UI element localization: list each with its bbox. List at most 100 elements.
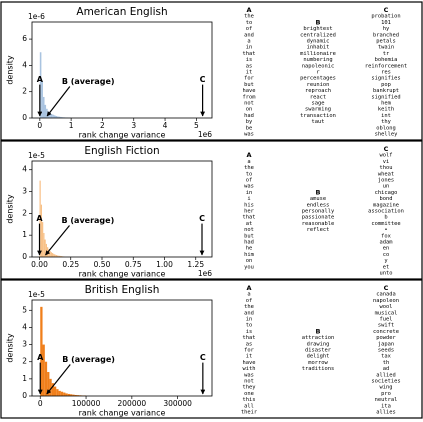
word: that	[243, 51, 256, 57]
word: this	[243, 397, 256, 403]
word: res	[381, 70, 391, 76]
word: transaction	[300, 113, 336, 119]
annotation-label: A	[37, 75, 44, 84]
histogram-bar	[39, 180, 41, 257]
plot-frame	[31, 21, 213, 119]
word: shelley	[375, 132, 398, 138]
word: for	[244, 348, 254, 354]
word: in	[246, 45, 253, 51]
annotation-label: B (average)	[62, 77, 115, 86]
word: concrete	[373, 329, 399, 335]
plot-frame	[31, 160, 213, 258]
histogram-bar	[50, 252, 52, 257]
word: was	[244, 184, 254, 190]
x-tick-label: 1	[69, 121, 74, 130]
histogram-bar	[42, 344, 45, 396]
word: allied	[376, 372, 395, 378]
y-offset-label: 1e-5	[28, 290, 45, 299]
panel-border	[0, 140, 423, 280]
word: reflect	[307, 227, 330, 233]
word: but	[244, 233, 254, 239]
word: y	[384, 258, 388, 264]
x-tick-label: 0.25	[62, 260, 79, 269]
histogram-bar	[60, 391, 64, 396]
word: with	[243, 366, 256, 372]
y-tick-label: 4	[22, 322, 27, 331]
word: it	[246, 70, 253, 76]
histogram-bar	[41, 81, 43, 118]
word: his	[244, 202, 254, 208]
word: signified	[371, 94, 400, 100]
word: magazine	[373, 202, 399, 208]
word: swarming	[305, 107, 331, 113]
histogram-bar	[74, 394, 77, 396]
x-axis-label: rank change variance	[79, 409, 166, 418]
histogram-bar	[54, 254, 56, 257]
word: numbering	[303, 57, 332, 63]
word: bohemia	[375, 57, 398, 63]
word: drawing	[307, 341, 330, 347]
x-axis-label: rank change variance	[79, 131, 166, 140]
word: for	[244, 76, 254, 82]
word: petals	[376, 39, 395, 45]
word: fuel	[380, 317, 393, 323]
histogram-bar	[57, 255, 59, 257]
y-tick-label: 2	[22, 87, 27, 96]
word: oblong	[376, 125, 395, 131]
histogram-bar	[52, 114, 54, 118]
word: to	[246, 20, 253, 26]
histogram-bar	[72, 394, 75, 396]
y-tick-label: 0	[22, 113, 27, 122]
histogram-bar	[42, 96, 45, 118]
word: int	[381, 113, 391, 119]
word: that	[243, 335, 256, 341]
histogram-bar	[46, 108, 48, 118]
word: one	[244, 391, 254, 397]
x-tick-label: 2	[100, 121, 105, 130]
word: wolf	[380, 153, 393, 159]
histogram-bar	[60, 256, 62, 257]
word: canada	[376, 292, 395, 298]
x-tick-label: 1.25	[187, 260, 204, 269]
word: a	[247, 39, 250, 45]
y-tick-label: 2	[22, 357, 27, 366]
histogram-bar	[57, 116, 59, 118]
annotation-label: A	[36, 214, 43, 223]
word: association	[368, 209, 404, 215]
word: personally	[302, 209, 335, 215]
word: branched	[373, 32, 399, 38]
column-label: B	[316, 327, 321, 335]
word: napoleonic	[302, 63, 334, 69]
word: vi	[383, 159, 390, 165]
word: allies	[376, 410, 395, 416]
word: a	[247, 159, 250, 165]
histogram-bar	[51, 383, 54, 396]
histogram-bar	[50, 114, 53, 118]
histogram-bar	[59, 255, 61, 257]
y-offset-label: 1e-5	[28, 151, 45, 160]
word: napoleon	[373, 298, 399, 304]
panel: American English 0 2 4 6 0 1 2 3 4 5 rank change va…	[0, 1, 423, 141]
word: percentages	[300, 76, 336, 82]
word: hem	[381, 101, 391, 107]
chart-title: English Fiction	[84, 145, 159, 157]
word: chicago	[375, 190, 398, 196]
word: but	[244, 82, 254, 88]
word: i	[247, 196, 250, 202]
word: at	[246, 221, 253, 227]
word: react	[310, 94, 326, 100]
word: powder	[376, 335, 396, 341]
word: hy	[383, 26, 390, 32]
word: swift	[378, 323, 394, 329]
x-tick-label: 0	[37, 121, 42, 130]
word: signifies	[371, 76, 400, 82]
histogram-bar	[40, 204, 42, 257]
annotation-arrow	[45, 225, 70, 256]
word: be	[246, 125, 253, 131]
panel-border	[0, 279, 423, 419]
word: reproach	[305, 88, 331, 94]
histogram-bar	[53, 386, 57, 396]
word: un	[383, 184, 390, 190]
word: amuse	[310, 196, 326, 202]
word: •	[384, 227, 387, 233]
